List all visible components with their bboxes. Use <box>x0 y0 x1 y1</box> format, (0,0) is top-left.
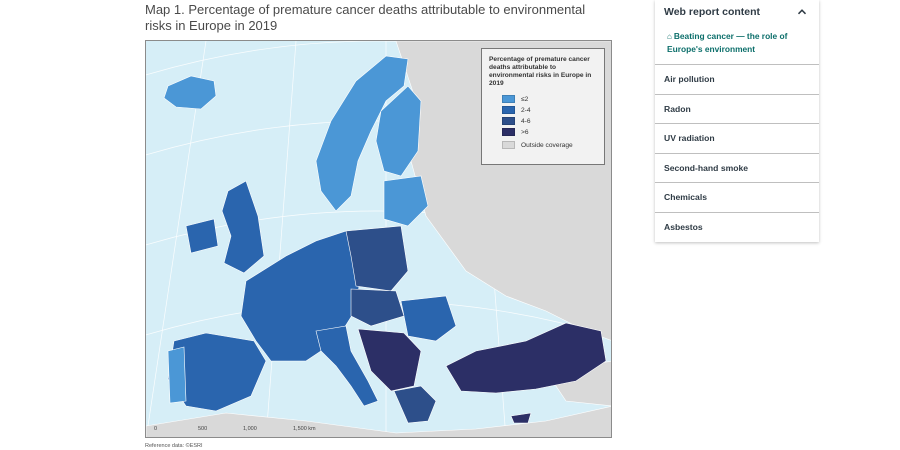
current-page-label: Beating cancer — the role of Europe's en… <box>667 31 788 54</box>
map-legend: Percentage of premature cancer deaths at… <box>481 48 605 165</box>
nav-item-label: Air pollution <box>664 74 715 85</box>
legend-label: 2-4 <box>521 106 531 114</box>
nav-item-air-pollution[interactable]: Air pollution <box>655 65 819 95</box>
legend-label: >6 <box>521 128 529 136</box>
ireland <box>185 218 219 254</box>
legend-swatch <box>502 106 515 114</box>
legend-label: Outside coverage <box>521 141 573 149</box>
italy <box>315 325 379 407</box>
nav-item-second-hand-smoke[interactable]: Second-hand smoke <box>655 154 819 183</box>
nav-item-chemicals[interactable]: Chemicals <box>655 183 819 213</box>
scale-label: 0 <box>154 426 158 432</box>
legend-swatch <box>502 95 515 103</box>
legend-label: ≤2 <box>521 95 529 103</box>
legend-swatch <box>502 117 515 125</box>
legend-item: >6 <box>489 128 597 136</box>
turkey <box>445 322 607 394</box>
map-frame: Percentage of premature cancer deaths at… <box>145 40 612 438</box>
nav-item-label: Second-hand smoke <box>664 162 749 173</box>
central-europe <box>350 288 405 327</box>
scale-label: 1,000 <box>243 426 257 432</box>
reference-data: Reference data: ©ESRI <box>145 443 203 449</box>
scale-label: 1,500 km <box>293 426 316 432</box>
legend-swatch <box>502 128 515 136</box>
panel-title: Web report content <box>664 6 761 18</box>
nav-item-radon[interactable]: Radon <box>655 95 819 124</box>
legend-title: Percentage of premature cancer deaths at… <box>489 56 592 87</box>
legend-swatch <box>502 141 515 149</box>
nav-item-label: Asbestos <box>664 222 703 233</box>
nav-item-label: Radon <box>664 103 691 114</box>
home-icon: ⌂ <box>667 32 672 41</box>
scale-label: 500 <box>198 426 208 432</box>
legend-item: ≤2 <box>489 95 597 103</box>
map-title: Map 1. Percentage of premature cancer de… <box>145 2 586 33</box>
web-report-content-panel: Web report content ⌂ Beating cancer — the… <box>655 0 819 242</box>
greece <box>393 385 437 424</box>
legend-item: 4-6 <box>489 117 597 125</box>
legend-item: Outside coverage <box>489 141 597 149</box>
baltics <box>383 175 429 227</box>
nav-item-uv-radiation[interactable]: UV radiation <box>655 124 819 154</box>
finland <box>375 85 422 177</box>
chevron-up-icon[interactable] <box>797 7 807 17</box>
nav-item-label: Chemicals <box>664 192 707 203</box>
norway-sweden <box>315 55 409 212</box>
current-page-link[interactable]: ⌂ Beating cancer — the role of Europe's e… <box>655 24 819 65</box>
nav-item-asbestos[interactable]: Asbestos <box>655 213 819 243</box>
portugal <box>167 346 187 404</box>
panel-header[interactable]: Web report content <box>655 0 819 24</box>
nav-item-label: UV radiation <box>664 133 715 144</box>
legend-label: 4-6 <box>521 117 531 125</box>
romania <box>400 295 457 342</box>
cyprus <box>510 412 532 424</box>
poland <box>345 225 409 292</box>
balkans <box>357 328 422 392</box>
legend-item: 2-4 <box>489 106 597 114</box>
iceland <box>163 75 217 110</box>
united-kingdom <box>221 180 265 274</box>
